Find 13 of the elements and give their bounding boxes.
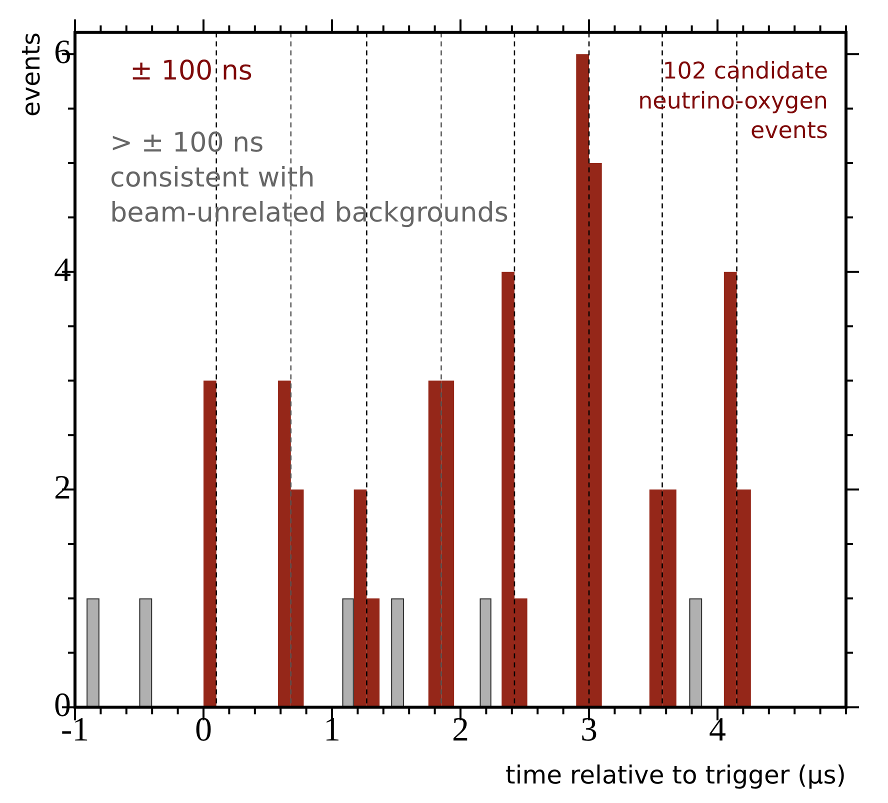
x-axis-title: time relative to trigger (µs)	[505, 760, 846, 790]
x-tick-label: 4	[709, 712, 726, 749]
y-axis-title: events	[16, 32, 46, 117]
y-tick-label: 6	[54, 34, 71, 72]
annotation: 102 candidate neutrino-oxygen events	[638, 58, 828, 144]
y-tick-label: 4	[54, 252, 71, 289]
x-tick-label: 2	[452, 712, 469, 749]
x-tick-label: 0	[195, 712, 212, 749]
annotation: ± 100 ns	[130, 55, 253, 86]
y-tick-label: 2	[54, 469, 71, 506]
x-tick-label: 1	[324, 712, 340, 749]
annotation: > ± 100 ns consistent with beam-unrelated backgrounds	[110, 127, 508, 229]
x-tick-label: 3	[580, 712, 598, 749]
